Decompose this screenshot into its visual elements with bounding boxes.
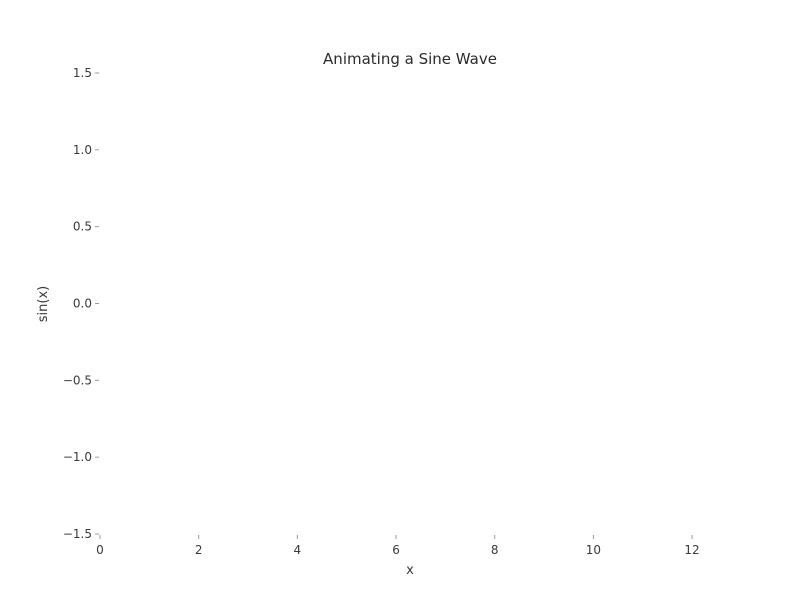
chart-title: Animating a Sine Wave bbox=[323, 50, 497, 68]
x-tick-label: 0 bbox=[96, 543, 104, 557]
y-axis: 1.5 1.0 0.5 0.0 −0.5 −1.0 −1.5 bbox=[63, 66, 99, 541]
x-axis: 0 2 4 6 8 10 12 bbox=[96, 535, 700, 557]
y-axis-label: sin(x) bbox=[36, 286, 51, 322]
y-tick-label: 0.5 bbox=[73, 220, 92, 234]
y-tick-label: −1.5 bbox=[63, 527, 92, 541]
y-tick-label: −0.5 bbox=[63, 373, 92, 387]
y-tick-label: 1.0 bbox=[73, 143, 92, 157]
y-tick-label: −1.0 bbox=[63, 450, 92, 464]
x-tick-label: 8 bbox=[491, 543, 499, 557]
x-tick-label: 6 bbox=[392, 543, 400, 557]
y-tick-label: 0.0 bbox=[73, 297, 92, 311]
x-tick-label: 10 bbox=[586, 543, 601, 557]
y-tick-label: 1.5 bbox=[73, 66, 92, 80]
x-tick-label: 12 bbox=[684, 543, 699, 557]
x-tick-label: 2 bbox=[195, 543, 203, 557]
x-axis-label: x bbox=[406, 563, 414, 578]
x-tick-label: 4 bbox=[294, 543, 302, 557]
